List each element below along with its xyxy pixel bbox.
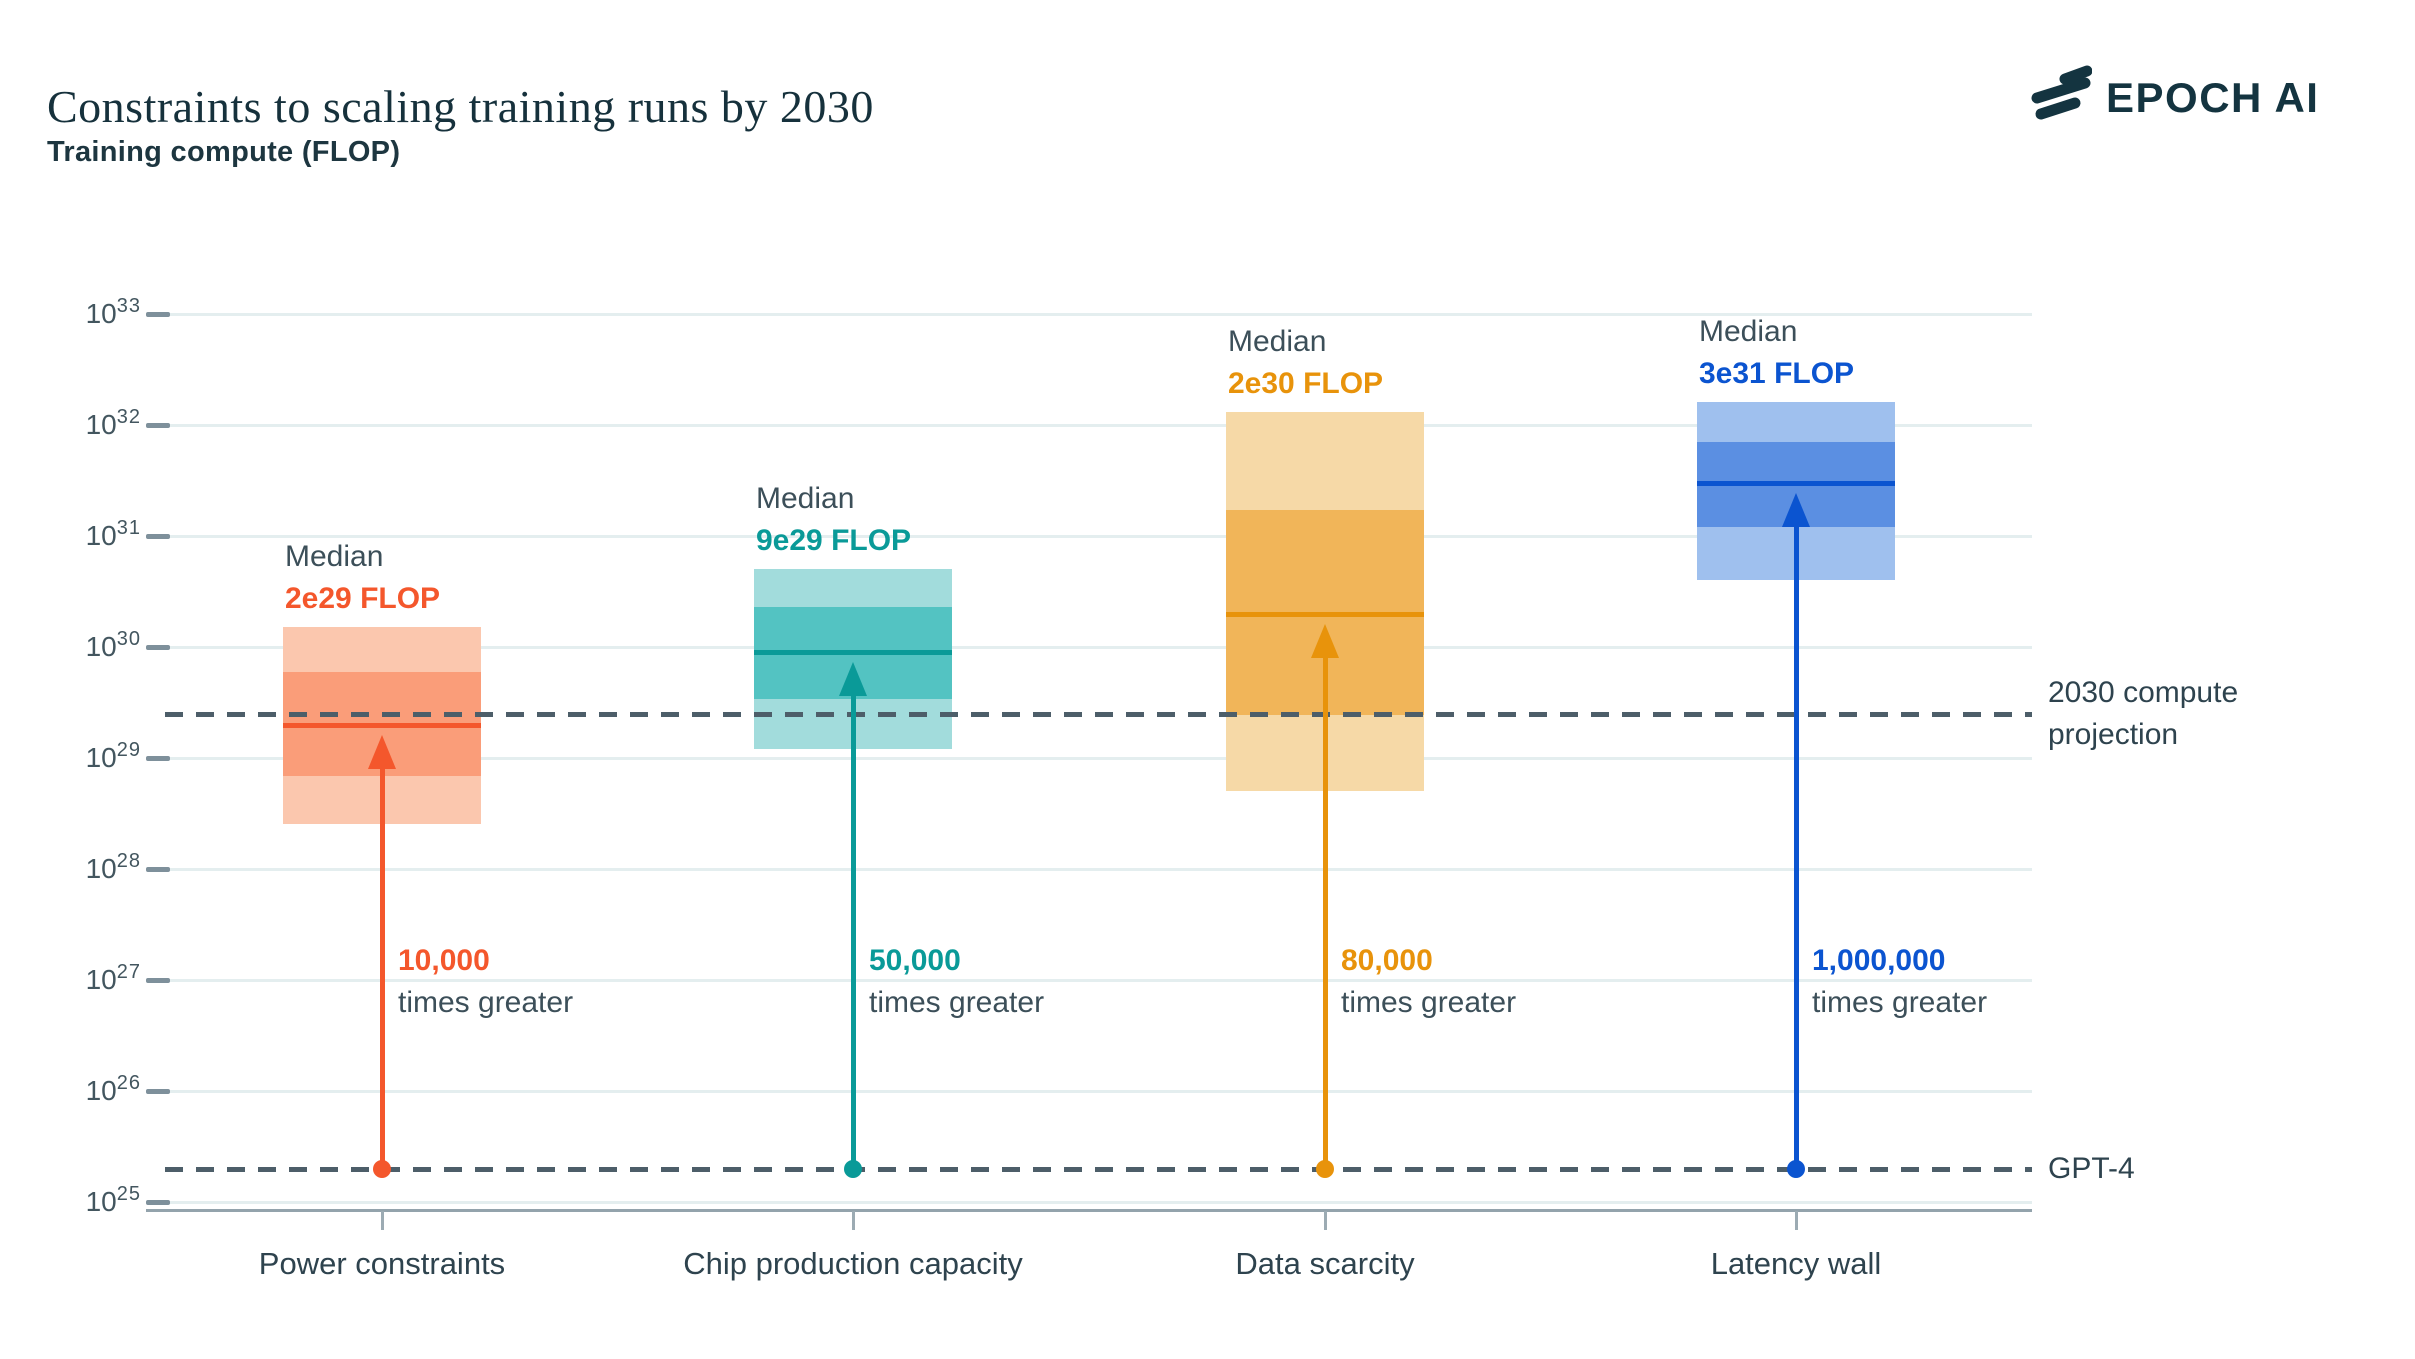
median-line [1697, 481, 1895, 486]
page-title: Constraints to scaling training runs by … [47, 81, 874, 132]
epoch-ai-logo-mark-icon [2031, 65, 2092, 120]
vs-gpt4-label: 10,000 times greater [398, 940, 573, 1024]
growth-arrow-line [1794, 521, 1799, 1169]
y-axis-tick-label: 1031 [85, 517, 141, 551]
median-word: Median [285, 540, 384, 573]
category-tick [381, 1211, 384, 1230]
reference-line-gpt4 [165, 1167, 2032, 1172]
growth-arrow-line [1323, 652, 1328, 1169]
median-value-label: 2e29 FLOP [285, 582, 441, 615]
y-axis-tick [146, 756, 170, 761]
gpt4-baseline-dot [1316, 1160, 1334, 1178]
y-axis-tick-label: 1030 [85, 628, 141, 662]
y-axis-tick [146, 534, 170, 539]
vs-gpt4-label: 80,000 times greater [1341, 940, 1516, 1024]
vs-gpt4-caption: times greater [869, 986, 1045, 1019]
median-word: Median [1699, 315, 1798, 348]
median-value-label: 3e31 FLOP [1699, 357, 1855, 390]
category-tick [852, 1211, 855, 1230]
x-axis-line [146, 1209, 2032, 1212]
category-label: Chip production capacity [683, 1246, 1023, 1281]
y-axis-tick-label: 1027 [85, 961, 141, 995]
gridline [165, 757, 2032, 760]
gridline [165, 535, 2032, 538]
growth-arrow-line [851, 690, 856, 1169]
median-label: Median 3e31 FLOP [1699, 311, 1854, 395]
y-axis-tick [146, 645, 170, 650]
median-label: Median 2e30 FLOP [1228, 321, 1383, 405]
reference-label-gpt4: GPT-4 [2048, 1148, 2135, 1190]
y-axis-title: Training compute (FLOP) [47, 136, 401, 168]
category-label: Data scarcity [1235, 1246, 1415, 1281]
category-tick [1795, 1211, 1798, 1230]
category-label: Latency wall [1710, 1246, 1882, 1281]
y-axis-tick [146, 867, 170, 872]
vs-gpt4-multiplier: 50,000 [869, 944, 961, 977]
vs-gpt4-multiplier: 10,000 [398, 944, 490, 977]
median-word: Median [1228, 325, 1327, 358]
reference-label-line: GPT-4 [2048, 1152, 2135, 1185]
gpt4-baseline-dot [373, 1160, 391, 1178]
reference-label-line: projection [2048, 718, 2179, 751]
gridline [165, 424, 2032, 427]
y-axis-tick [146, 1200, 170, 1205]
y-axis-tick [146, 978, 170, 983]
median-label: Median 9e29 FLOP [756, 478, 911, 562]
vs-gpt4-label: 1,000,000 times greater [1812, 940, 1987, 1024]
gpt4-baseline-dot [1787, 1160, 1805, 1178]
median-line [283, 723, 481, 728]
median-line [754, 650, 952, 655]
vs-gpt4-multiplier: 80,000 [1341, 944, 1433, 977]
vs-gpt4-caption: times greater [398, 986, 574, 1019]
reference-label-compute-projection-2030: 2030 compute projection [2048, 672, 2238, 756]
median-word: Median [756, 482, 855, 515]
y-axis-tick-label: 1033 [85, 295, 141, 329]
vs-gpt4-caption: times greater [1812, 986, 1988, 1019]
median-value-label: 2e30 FLOP [1228, 367, 1384, 400]
y-axis-tick-label: 1032 [85, 406, 141, 440]
median-value-label: 9e29 FLOP [756, 524, 912, 557]
category-tick [1324, 1211, 1327, 1230]
y-axis-tick [146, 1089, 170, 1094]
y-axis-tick [146, 312, 170, 317]
gridline [165, 1201, 2032, 1204]
gridline [165, 868, 2032, 871]
epoch-ai-logo: EPOCH AI [2030, 62, 2370, 128]
gridline [165, 979, 2032, 982]
y-axis-tick-label: 1028 [85, 850, 141, 884]
y-axis-tick-label: 1029 [85, 739, 141, 773]
y-axis-tick-label: 1026 [85, 1072, 141, 1106]
vs-gpt4-label: 50,000 times greater [869, 940, 1044, 1024]
median-line [1226, 612, 1424, 617]
reference-label-line: 2030 compute [2048, 676, 2239, 709]
y-axis-tick-label: 1025 [85, 1183, 141, 1217]
epoch-ai-logo-text: EPOCH AI [2106, 74, 2320, 121]
reference-line-compute-projection-2030 [165, 712, 2032, 717]
category-label: Power constraints [258, 1246, 506, 1281]
gridline [165, 646, 2032, 649]
median-label: Median 2e29 FLOP [285, 536, 440, 620]
y-axis-tick [146, 423, 170, 428]
gpt4-baseline-dot [844, 1160, 862, 1178]
gridline [165, 1090, 2032, 1093]
vs-gpt4-caption: times greater [1341, 986, 1517, 1019]
vs-gpt4-multiplier: 1,000,000 [1812, 944, 1946, 977]
gridline [165, 313, 2032, 316]
growth-arrow-line [380, 763, 385, 1169]
